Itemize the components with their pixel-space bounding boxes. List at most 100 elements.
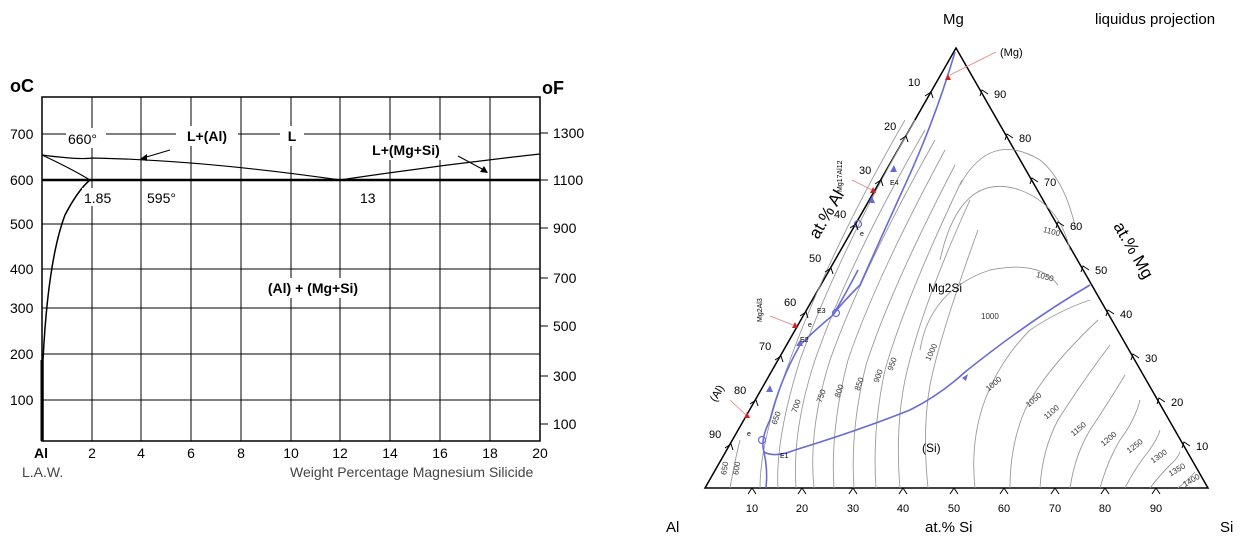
left-tick: 60 (784, 297, 796, 309)
isotherm-label: 750 (815, 388, 828, 404)
isotherm-label: 1200 (1099, 429, 1119, 448)
isotherm-label: 850 (853, 376, 866, 392)
leader-lines (729, 51, 997, 416)
vertex-al: Al (666, 519, 679, 536)
phase-label-mg: (Mg) (1000, 47, 1023, 59)
right-tick: 10 (1196, 441, 1208, 453)
point-185: 1.85 (84, 190, 111, 206)
left-tick: 20 (884, 121, 896, 133)
right-tick: 500 (553, 318, 577, 334)
bottom-tick: 90 (1150, 503, 1162, 515)
boundary-mg2si-si (763, 284, 1091, 456)
x-tick: 6 (187, 445, 195, 461)
arrow-l-al (142, 149, 171, 159)
x-tick: 2 (88, 445, 96, 461)
x-tick: 4 (137, 445, 145, 461)
right-tick: 40 (1120, 309, 1132, 321)
right-tick: 1300 (553, 125, 584, 141)
ternary-triangle (703, 46, 1210, 489)
left-tick: 30 (859, 165, 871, 177)
point-13: 13 (360, 190, 376, 206)
left-tick: 300 (10, 300, 34, 316)
label-e-mid: e (808, 322, 812, 329)
x-tick: 8 (237, 445, 245, 461)
right-side-ticks (979, 89, 1191, 449)
left-tick: 90 (709, 429, 721, 441)
label-e4: E4 (890, 180, 899, 187)
x-axis-label: Weight Percentage Magnesium Silicide (290, 464, 534, 480)
arrow-l-mgsi (457, 155, 485, 171)
right-tick: 700 (553, 270, 577, 286)
left-tick: 40 (834, 209, 846, 221)
boundary-short (832, 269, 859, 316)
boundary-arrows (766, 165, 968, 392)
solidus-curve (41, 154, 91, 181)
right-tick: 50 (1095, 265, 1107, 277)
isotherm-label: 900 (872, 368, 885, 384)
vertex-mg: Mg (943, 11, 964, 28)
right-tick: 90 (994, 89, 1006, 101)
solvus-curve (42, 179, 91, 441)
isotherm-label: 650 (770, 410, 783, 426)
left-tick: 400 (10, 261, 34, 277)
right-tick: 300 (553, 368, 577, 384)
phase-label-mg2al3: Mg2Al3 (757, 298, 764, 322)
region-liquid: L (288, 128, 297, 144)
bottom-tick: 30 (847, 503, 859, 515)
axis-title-mg: at.% Mg (1110, 219, 1158, 283)
right-tick: 20 (1171, 397, 1183, 409)
phase-label-al: (Al) (708, 383, 727, 404)
bottom-tick: 50 (948, 503, 960, 515)
binary-horizontal-grid (42, 133, 540, 401)
right-tick: 900 (553, 220, 577, 236)
right-axis-ticks (540, 132, 548, 425)
point-660: 660° (68, 131, 97, 147)
bottom-tick: 70 (1049, 503, 1061, 515)
phase-label-mg2si: Mg2Si (928, 281, 962, 295)
point-e-upper (853, 219, 863, 229)
isotherm-label: 650 (719, 460, 730, 475)
label-e3: E3 (817, 308, 826, 315)
unit-celsius: oC (10, 76, 34, 96)
isotherm-label: 1150 (1069, 420, 1088, 438)
left-tick: 200 (10, 346, 34, 362)
unit-fahrenheit: oF (542, 78, 564, 98)
left-tick: 100 (10, 392, 34, 408)
x-tick: 18 (482, 445, 498, 461)
isotherm-lines (729, 119, 1196, 489)
region-solid: (Al) + (Mg+Si) (268, 280, 358, 296)
right-tick: 1100 (553, 172, 583, 188)
right-tick: 70 (1044, 177, 1056, 189)
binary-phase-diagram: oC oF 100 200 300 400 500 600 700 100 30… (10, 76, 584, 480)
right-tick: 80 (1019, 133, 1031, 145)
bottom-tick: 80 (1099, 503, 1111, 515)
phase-label-mg17al12: Mg17Al12 (837, 160, 844, 192)
right-tick: 30 (1145, 353, 1157, 365)
left-tick: 600 (10, 172, 34, 188)
left-tick: 500 (10, 216, 34, 232)
isotherm-labels: 650 600 650 700 750 800 850 900 950 1000… (719, 225, 1202, 489)
isotherm-label: 1300 (1149, 447, 1169, 465)
x-tick: 12 (332, 445, 348, 461)
ternary-title: liquidus projection (1095, 11, 1215, 28)
isotherm-label: 1000 (981, 312, 999, 321)
point-595: 595° (147, 190, 176, 206)
phase-label-si: (Si) (922, 441, 941, 455)
right-tick: 60 (1070, 221, 1082, 233)
region-liquid-mgsi: L+(Mg+Si) (372, 142, 440, 158)
isotherm-label: 1400 (1181, 472, 1201, 489)
isotherm-label: 1250 (1125, 437, 1145, 455)
isotherm-label: 1000 (984, 374, 1004, 393)
bottom-tick: 10 (746, 503, 758, 515)
isotherm-label: 800 (833, 383, 846, 399)
isotherm-label: 1350 (1167, 461, 1187, 478)
bottom-tick: 20 (796, 503, 808, 515)
isotherm-label: 1050 (1035, 270, 1055, 283)
isotherm-label: 1100 (1042, 225, 1061, 238)
right-tick: 100 (553, 416, 577, 432)
credit-label: L.A.W. (22, 464, 63, 480)
left-tick: 10 (908, 77, 920, 89)
point-e-lower (757, 435, 767, 445)
ternary-liquidus-projection: 650 600 650 700 750 800 850 900 950 1000… (666, 11, 1233, 536)
univariant-boundaries (762, 51, 1091, 489)
